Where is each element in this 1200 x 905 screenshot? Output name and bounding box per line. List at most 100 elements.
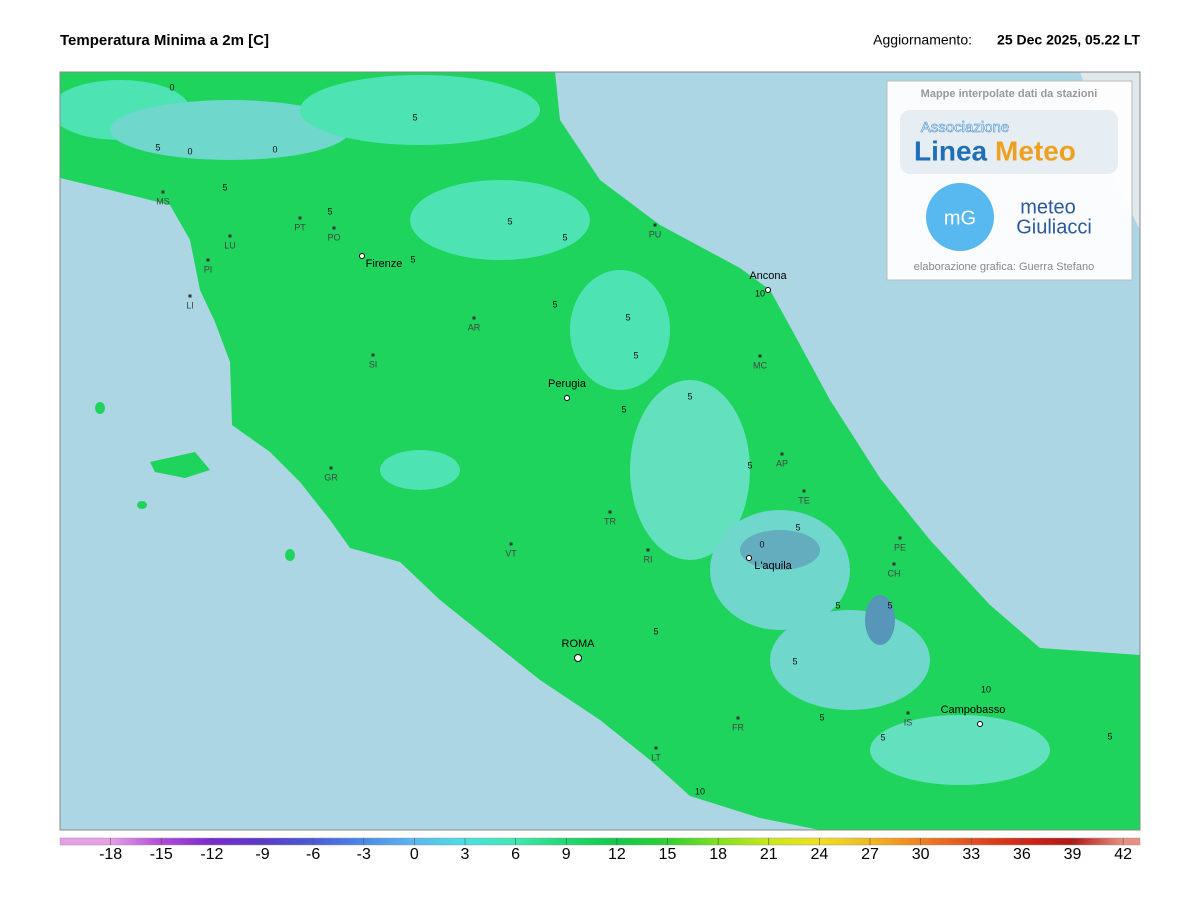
logo-giuliacci: Giuliacci: [1016, 216, 1092, 238]
contour-label: 5: [507, 216, 512, 226]
contour-label: 10: [755, 288, 765, 298]
town-marker: [736, 716, 740, 720]
contour-label: 5: [155, 142, 160, 152]
colorbar-tick-label: 42: [1114, 846, 1132, 863]
place-label: PT: [294, 222, 306, 232]
colorbar-tick-label: 36: [1013, 846, 1031, 863]
colorbar-tick-label: 9: [562, 846, 571, 863]
place-label: IS: [904, 717, 913, 727]
place-label: LT: [651, 752, 661, 762]
place-label: LU: [224, 240, 236, 250]
place-label: Ancona: [749, 270, 787, 282]
colorbar-tick-label: 18: [709, 846, 727, 863]
city-marker: [574, 654, 582, 662]
map-title: Temperatura Minima a 2m [C]: [60, 32, 269, 49]
place-label: Campobasso: [941, 704, 1006, 716]
place-label: AP: [776, 458, 788, 468]
cold-areas: [60, 75, 1050, 785]
colorbar: [59, 837, 1141, 846]
place-label: CH: [888, 568, 901, 578]
contour-label: 5: [687, 391, 692, 401]
place-label: PI: [204, 264, 213, 274]
contour-label: 5: [792, 656, 797, 666]
logo-badge: [900, 110, 1118, 174]
colorbar-tick-label: -9: [255, 846, 269, 863]
city-marker: [359, 253, 365, 259]
contour-label: 5: [653, 626, 658, 636]
place-label: PO: [327, 232, 340, 242]
place-label: PU: [649, 229, 662, 239]
town-marker: [206, 258, 210, 262]
town-marker: [608, 510, 612, 514]
contour-label: 5: [625, 312, 630, 322]
town-marker: [802, 489, 806, 493]
place-label: Perugia: [548, 378, 587, 390]
logo-assoc: Associazione: [921, 119, 1009, 136]
logo-mg: mG: [944, 207, 976, 229]
colorbar-tick-label: 39: [1064, 846, 1082, 863]
city-marker: [746, 555, 752, 561]
contour-label: 5: [562, 232, 567, 242]
place-label: VT: [505, 548, 517, 558]
contour-label: 10: [981, 684, 991, 694]
contour-label: 5: [410, 254, 415, 264]
colorbar-tick-label: 6: [511, 846, 520, 863]
town-marker: [780, 452, 784, 456]
town-marker: [654, 746, 658, 750]
town-marker: [161, 190, 165, 194]
contour-label: 5: [633, 350, 638, 360]
town-marker: [509, 542, 513, 546]
logo-brand-b: Meteo: [995, 135, 1076, 166]
contour-label: 0: [759, 539, 764, 549]
contour-label: 5: [621, 404, 626, 414]
place-label: FR: [732, 722, 744, 732]
town-marker: [228, 234, 232, 238]
colorbar-tick-label: 12: [608, 846, 626, 863]
contour-label: 10: [695, 786, 705, 796]
logo-mg-circle: [926, 183, 994, 251]
town-marker: [906, 711, 910, 715]
island: [285, 549, 295, 561]
colorbar-tick-label: 33: [962, 846, 980, 863]
town-marker: [188, 294, 192, 298]
colorbar-tick-label: 15: [659, 846, 677, 863]
town-marker: [329, 466, 333, 470]
town-marker: [758, 354, 762, 358]
contour-label: 5: [835, 600, 840, 610]
contour-label: 5: [887, 600, 892, 610]
town-marker: [298, 216, 302, 220]
place-label: TR: [604, 516, 616, 526]
colorbar-tick-label: 27: [861, 846, 879, 863]
contour-label: 0: [169, 82, 174, 92]
contour-label: 5: [327, 206, 332, 216]
colorbar-tick-label: -6: [306, 846, 320, 863]
colorbar-tick-label: -18: [99, 846, 122, 863]
contour-label: 0: [272, 144, 277, 154]
colorbar-tick-label: 30: [912, 846, 930, 863]
city-marker: [765, 287, 771, 293]
colorbar-tick-label: -3: [357, 846, 371, 863]
island: [150, 452, 210, 478]
contour-label: 5: [880, 732, 885, 742]
place-label: MS: [156, 196, 170, 206]
contour-label: 0: [187, 146, 192, 156]
place-label: GR: [324, 472, 338, 482]
town-marker: [472, 316, 476, 320]
place-label: TE: [798, 495, 810, 505]
island: [137, 501, 147, 509]
contour-label: 5: [795, 522, 800, 532]
update-label: Aggiornamento:: [873, 32, 972, 48]
update-time: 25 Dec 2025, 05.22 LT: [997, 32, 1140, 48]
logo-credit: elaborazione grafica: Guerra Stefano: [914, 261, 1094, 273]
contour-label: 5: [819, 712, 824, 722]
colorbar-tick-label: 3: [461, 846, 470, 863]
place-label: L'aquila: [754, 560, 792, 572]
place-label: AR: [468, 322, 481, 332]
logo-meteo: meteo: [1020, 196, 1076, 218]
colorbar-tick-label: -12: [200, 846, 223, 863]
contour-label: 5: [222, 182, 227, 192]
town-marker: [332, 226, 336, 230]
place-label: RI: [644, 554, 653, 564]
place-label: SI: [369, 359, 378, 369]
